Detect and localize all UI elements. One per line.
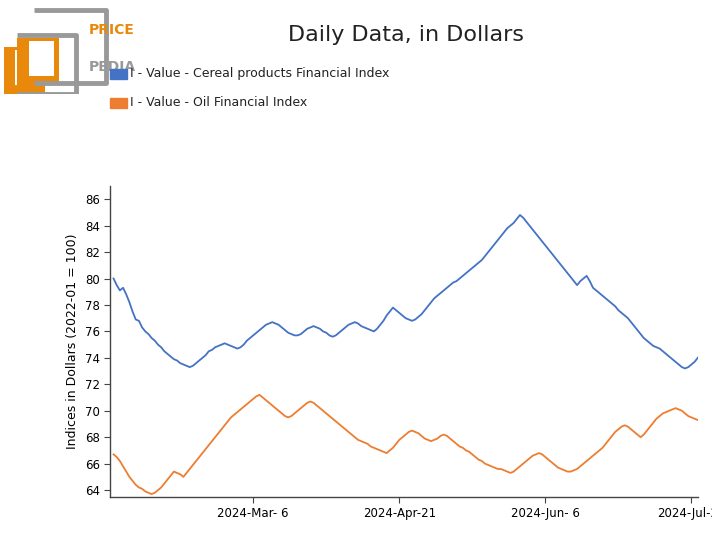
- Bar: [15, 51, 40, 85]
- Text: Daily Data, in Dollars: Daily Data, in Dollars: [288, 25, 524, 45]
- Text: PRICE: PRICE: [89, 23, 135, 37]
- Y-axis label: Indices in Dollars (2022-01 = 100): Indices in Dollars (2022-01 = 100): [66, 234, 79, 449]
- Text: PEDIA: PEDIA: [88, 60, 135, 74]
- Bar: [28, 41, 53, 76]
- Bar: [17, 38, 59, 85]
- Bar: [4, 47, 46, 94]
- Text: I - Value - Cereal products Financial Index: I - Value - Cereal products Financial In…: [130, 67, 389, 80]
- Text: I - Value - Oil Financial Index: I - Value - Oil Financial Index: [130, 96, 307, 109]
